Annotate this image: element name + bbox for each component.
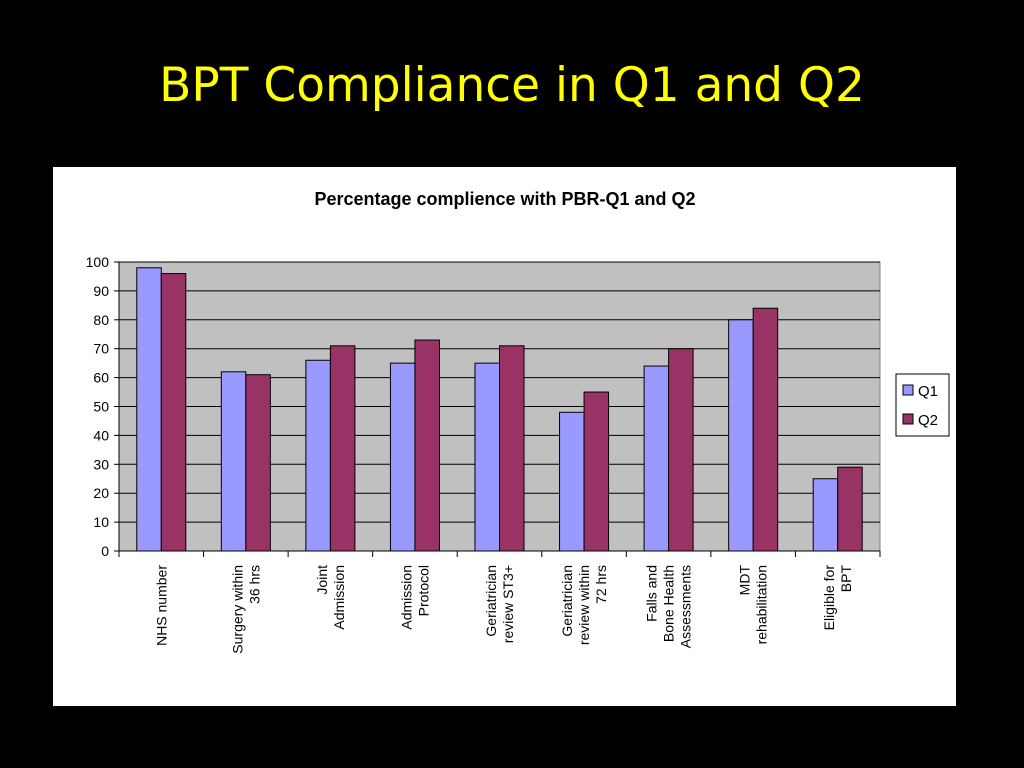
category-label-line: Geriatrician [559,565,575,637]
bar-q1 [389,362,416,552]
bar-q2 [160,273,187,552]
bar-q2 [668,348,694,552]
category-label-line: MDT [737,565,753,596]
bar-q1 [136,267,162,552]
category-label-line: Geriatrician [483,565,499,637]
bar-q1 [728,319,754,552]
x-category-label: Surgery within36 hrs [229,565,262,654]
slide-title: BPT Compliance in Q1 and Q2 [159,58,865,113]
y-tick-label: 100 [86,254,110,270]
category-label-line: Bone Health [661,565,677,642]
y-tick-label: 0 [101,543,109,559]
y-tick-label: 60 [93,370,109,386]
category-label-line: review within [576,565,592,645]
category-label-line: Eligible for [821,565,837,631]
category-label-line: Assessments [678,565,694,648]
bar-q2 [329,345,356,552]
category-label-line: Falls and [644,565,660,622]
bar-q2 [245,374,271,552]
bar-q1 [305,359,331,552]
legend-label-q1: Q1 [918,383,938,400]
bar-chart: Percentage complience with PBR-Q1 and Q2… [86,189,950,654]
x-category-label: Falls andBone HealthAssessments [644,565,694,648]
x-category-label: Geriatricianreview ST3+ [483,565,516,643]
x-category-label: JointAdmission [314,565,347,630]
x-category-label: Geriatricianreview within72 hrs [559,565,609,645]
category-label-line: Admission [398,565,414,630]
category-label-line: Joint [314,565,330,595]
bar-q1 [474,362,500,552]
y-tick-label: 30 [93,456,109,472]
category-label-line: Protocol [415,565,431,616]
legend-label-q2: Q2 [918,412,938,429]
bar-q2 [499,345,525,552]
category-label-line: 36 hrs [246,565,262,604]
x-category-label: MDTrehabilitation [737,565,770,645]
bar-q2 [837,466,863,552]
x-category-label: AdmissionProtocol [398,565,431,630]
legend-swatch-q1 [902,384,914,396]
category-label-line: 72 hrs [593,565,609,604]
y-tick-label: 50 [93,399,109,415]
chart-panel: Percentage complience with PBR-Q1 and Q2… [53,167,956,706]
category-label-line: rehabilitation [754,565,770,644]
chart-title: Percentage complience with PBR-Q1 and Q2 [314,189,695,209]
legend-swatch-q2 [902,413,914,425]
x-category-label: Eligible forBPT [821,565,854,631]
y-tick-label: 40 [93,427,109,443]
bar-q1 [812,478,839,552]
category-label-line: Admission [331,565,347,630]
x-category-label: NHS number [153,565,169,646]
y-tick-label: 10 [93,514,109,530]
category-label-line: review ST3+ [500,565,516,643]
bar-q1 [643,365,670,552]
y-tick-label: 80 [93,312,109,328]
bar-q1 [220,371,247,552]
category-label-line: BPT [838,565,854,593]
legend: Q1 Q2 [895,373,950,437]
legend-box [895,373,950,437]
bar-q1 [559,411,585,552]
y-tick-label: 90 [93,283,109,299]
bar-q2 [414,339,440,552]
y-tick-label: 70 [93,341,109,357]
category-label-line: NHS number [153,565,169,646]
y-tick-label: 20 [93,485,109,501]
category-label-line: Surgery within [229,565,245,654]
bar-q2 [752,307,779,552]
bar-q2 [583,391,610,552]
